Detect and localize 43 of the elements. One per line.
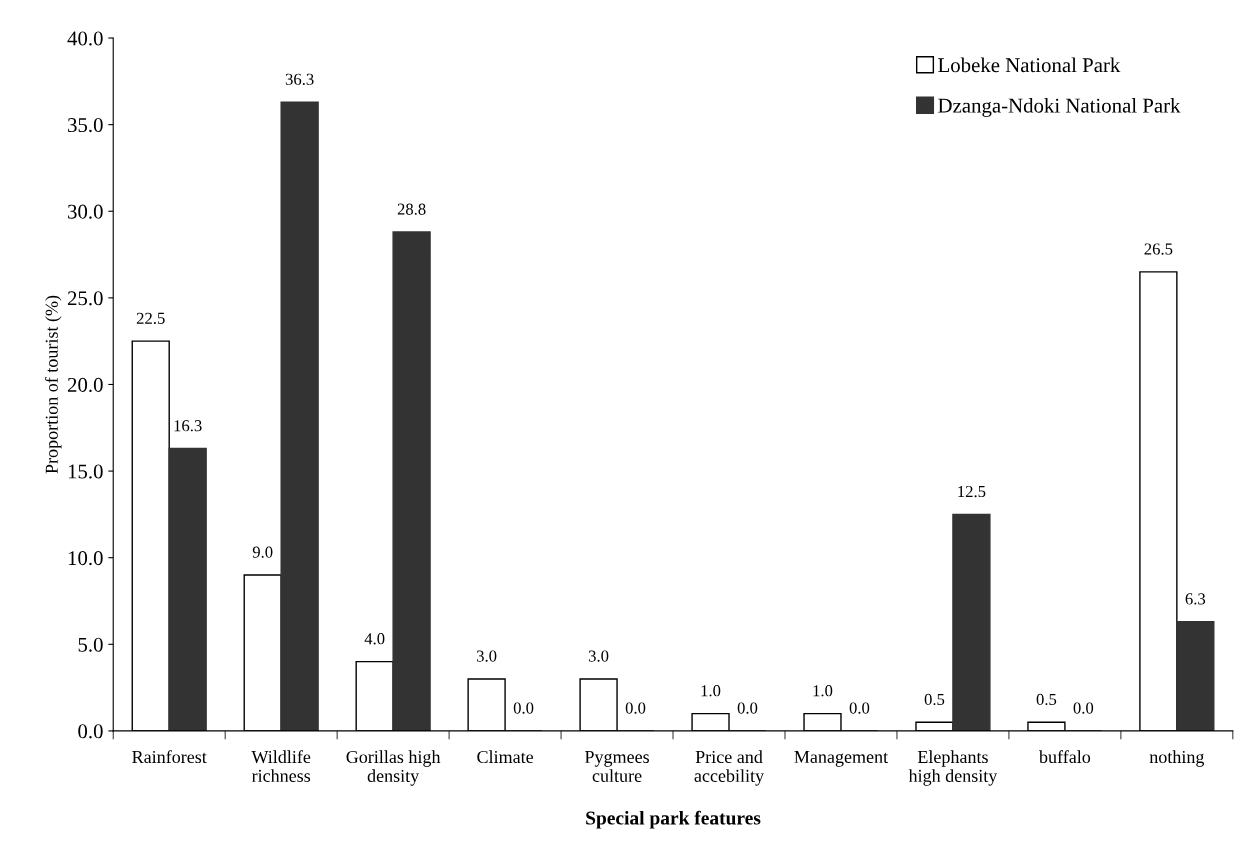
data-label: 0.0 [513, 702, 534, 714]
x-tick-label: Gorillas high density [346, 750, 441, 786]
data-label: 0.0 [737, 702, 758, 714]
x-tick-label: Management [794, 751, 888, 767]
y-tick-label: 10.0 [68, 551, 103, 566]
y-tick-label: 0.0 [78, 724, 103, 739]
x-tick-label: Wildlife richness [251, 750, 311, 782]
data-label: 0.0 [849, 702, 870, 714]
data-label: 0.0 [625, 702, 646, 714]
y-tick-label: 20.0 [67, 377, 103, 392]
y-tick-label: 40.0 [67, 31, 103, 46]
data-label: 1.0 [813, 685, 833, 697]
data-label: 12.5 [958, 485, 986, 498]
data-label: 6.3 [1185, 593, 1206, 605]
data-label: 1.0 [701, 685, 721, 697]
y-tick-label: 5.0 [78, 637, 103, 652]
y-tick-label: 25.0 [67, 291, 103, 306]
x-tick-label: Pygmees culture [584, 751, 649, 782]
x-tick-label: nothing [1149, 750, 1205, 767]
data-label: 0.5 [924, 693, 945, 706]
data-label: 22.5 [136, 312, 165, 324]
legend-label: Lobeke National Park [938, 57, 1121, 73]
y-axis-title: Proportion of tourist (%) [44, 295, 62, 474]
x-tick-label: Price and accebility [694, 750, 765, 786]
x-axis-title: Special park features [586, 810, 761, 829]
data-label: 3.0 [476, 650, 497, 662]
y-tick-label: 35.0 [68, 118, 103, 133]
x-tick-label: Elephants high density [908, 750, 998, 786]
legend-label: Dzanga-Ndoki National Park [938, 98, 1181, 117]
data-label: 4.0 [364, 633, 385, 645]
x-tick-label: Rainforest [132, 750, 207, 764]
x-tick-label: Climate [477, 750, 534, 764]
data-label: 36.3 [285, 73, 314, 85]
data-label: 3.0 [588, 650, 609, 662]
data-label: 0.0 [1073, 702, 1094, 714]
data-label: 0.5 [1036, 693, 1057, 706]
data-label: 16.3 [174, 420, 202, 432]
data-label: 9.0 [252, 546, 273, 558]
data-label: 28.8 [397, 203, 426, 215]
data-label: 26.5 [1144, 243, 1173, 255]
x-tick-label: buffalo [1038, 750, 1091, 764]
y-tick-label: 15.0 [68, 464, 103, 479]
y-tick-label: 30.0 [68, 204, 103, 219]
